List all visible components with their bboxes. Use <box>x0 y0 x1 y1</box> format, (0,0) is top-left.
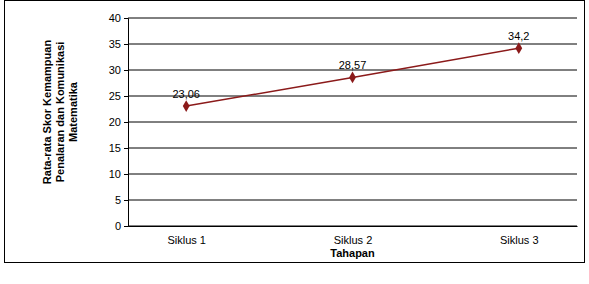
y-tick: 40 <box>109 12 128 24</box>
grid-line <box>128 44 577 45</box>
series <box>183 42 522 112</box>
marker <box>183 100 190 112</box>
y-tick: 0 <box>115 220 128 232</box>
y-axis: 0 5 10 15 20 25 30 35 40 <box>109 12 129 232</box>
y-tick: 30 <box>109 64 128 76</box>
y-tick-mark <box>124 148 128 149</box>
x-axis: Siklus 1 Siklus 2 Siklus 3 <box>129 226 578 246</box>
chart: 0 5 10 15 20 25 30 35 40 Siklus 1 Siklus 2 Siklus 3… <box>0 0 589 284</box>
grid-line <box>128 174 577 175</box>
data-label: 34,2 <box>508 30 529 42</box>
y-tick-mark <box>124 174 128 175</box>
x-tick-label: Siklus 1 <box>167 234 206 246</box>
grid-line <box>128 148 577 149</box>
marker <box>349 72 356 84</box>
x-tick: Siklus 3 <box>500 226 539 246</box>
y-tick-mark <box>124 122 128 123</box>
grid <box>128 18 577 226</box>
x-tick-label: Siklus 3 <box>500 234 539 246</box>
y-tick-label: 25 <box>109 90 121 102</box>
grid-line <box>128 200 577 201</box>
data-labels: 23,06 28,57 34,2 <box>172 30 529 100</box>
line <box>186 48 519 106</box>
y-tick: 10 <box>109 168 128 180</box>
marker <box>515 42 522 54</box>
grid-line <box>128 226 577 227</box>
y-tick-mark <box>124 70 128 71</box>
y-axis-title: Rata-rata Skor KemampuanPenalaran dan Ko… <box>41 40 79 185</box>
y-tick-label: 0 <box>115 220 121 232</box>
y-tick-mark <box>124 96 128 97</box>
y-tick-mark <box>124 226 128 227</box>
y-tick-mark <box>124 44 128 45</box>
chart-frame <box>5 1 585 263</box>
x-tick: Siklus 2 <box>334 226 373 246</box>
grid-line <box>128 18 577 19</box>
y-tick: 20 <box>109 116 128 128</box>
y-tick-label: 5 <box>115 194 121 206</box>
y-tick-label: 30 <box>109 64 121 76</box>
y-tick-mark <box>124 18 128 19</box>
y-axis-line <box>124 19 129 227</box>
x-axis-line <box>129 226 578 227</box>
y-tick-label: 15 <box>109 142 121 154</box>
y-tick-label: 10 <box>109 168 121 180</box>
y-tick: 15 <box>109 142 128 154</box>
y-tick-label: 35 <box>109 38 121 50</box>
y-tick: 5 <box>115 194 128 206</box>
x-tick: Siklus 1 <box>167 226 206 246</box>
y-tick-label: 20 <box>109 116 121 128</box>
x-tick-label: Siklus 2 <box>334 234 373 246</box>
data-label: 23,06 <box>172 88 200 100</box>
grid-line <box>128 122 577 123</box>
data-label: 28,57 <box>339 59 367 71</box>
y-tick-mark <box>124 200 128 201</box>
plot: 0 5 10 15 20 25 30 35 40 Siklus 1 Siklus 2 Siklus 3… <box>109 12 578 246</box>
y-tick: 35 <box>109 38 128 50</box>
y-tick: 25 <box>109 90 128 102</box>
y-tick-label: 40 <box>109 12 121 24</box>
x-axis-title: Tahapan <box>330 247 375 259</box>
